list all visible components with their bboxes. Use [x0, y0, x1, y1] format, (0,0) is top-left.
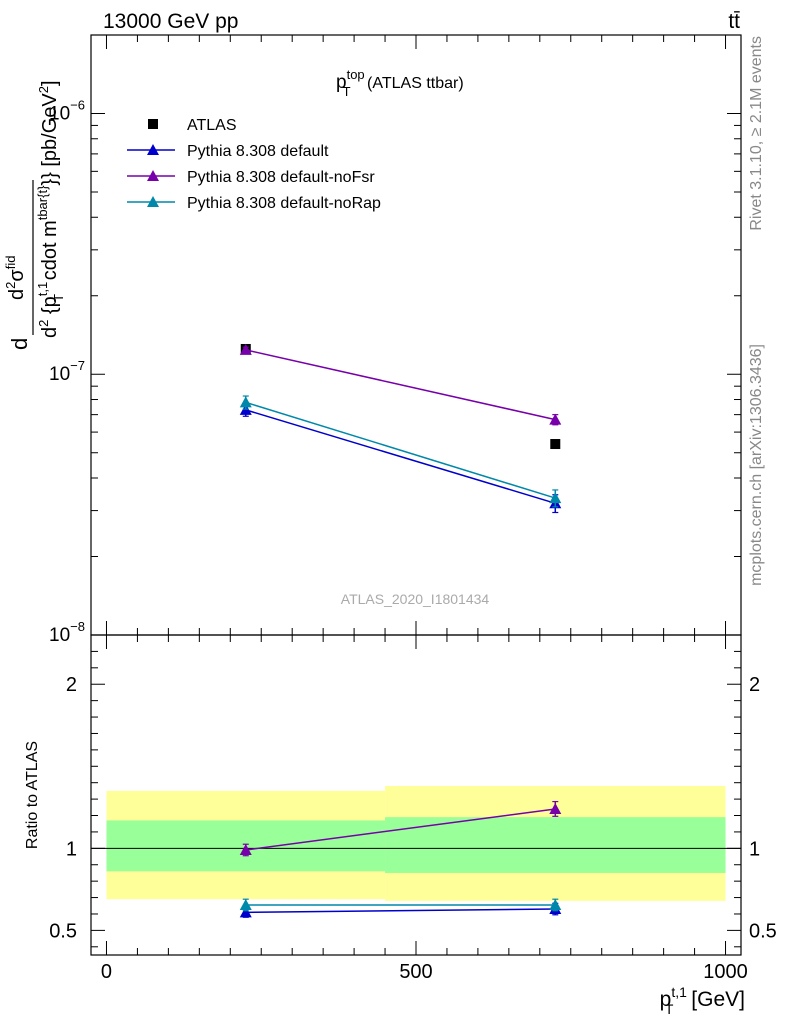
ratio-point	[549, 898, 562, 910]
legend-marker	[147, 170, 159, 181]
header-left-label: 13000 GeV pp	[103, 10, 238, 33]
series-line	[245, 401, 556, 499]
ratio-y-tick-label: 2	[66, 674, 77, 696]
ratio-series-pythia-8-308-default-norap	[239, 898, 562, 912]
uncertainty-band-inner	[385, 817, 726, 873]
svg-text:d2 {pt,1T cdot mtbar{t}}} [pb/: d2 {pt,1T cdot mtbar{t}}} [pb/GeV2]	[35, 80, 66, 338]
ratio-axes	[91, 635, 741, 955]
ratio-line	[245, 908, 556, 914]
main-y-axis-label: d d2σfid d2 {pt,1T cdot mtbar{t}}} [pb/G…	[3, 80, 66, 350]
analysis-watermark: ATLAS_2020_I1801434	[341, 591, 490, 607]
series-pythia-8-308-default-nofsr	[239, 343, 562, 426]
legend-marker	[147, 196, 159, 207]
y-tick-label: 10−7	[49, 358, 85, 385]
data-point	[549, 492, 562, 504]
data-point	[239, 396, 252, 408]
x-tick-label: 500	[399, 961, 432, 983]
ratio-point	[239, 843, 252, 855]
legend-item: Pythia 8.308 default-noRap	[127, 195, 381, 212]
x-tick-label: 0	[101, 961, 112, 983]
legend-item: Pythia 8.308 default-noFsr	[127, 169, 375, 186]
main-y-axis	[91, 34, 741, 636]
ratio-point	[239, 906, 252, 918]
ratio-y-tick-label-right: 0.5	[749, 920, 777, 942]
plot-title: ptop T (ATLAS ttbar)	[336, 67, 464, 99]
legend: ATLAS Pythia 8.308 default Pythia 8.308 de…	[127, 117, 381, 212]
ratio-y-tick-label-right: 2	[749, 674, 760, 696]
series-pythia-8-308-default-norap	[239, 395, 562, 508]
x-tick-label: 1000	[703, 961, 748, 983]
legend-label: Pythia 8.308 default-noRap	[187, 195, 381, 212]
ratio-y-tick-labels: 0.5 0.5 1 1 2 2	[49, 674, 777, 942]
ratio-y-tick-label-right: 1	[749, 838, 760, 860]
series-line	[245, 409, 556, 504]
main-y-tick-labels: 10−8 10−7 10−6	[49, 97, 85, 646]
legend-label: Pythia 8.308 default-noFsr	[187, 169, 375, 186]
legend-item: ATLAS	[148, 117, 237, 134]
legend-item: Pythia 8.308 default	[127, 143, 329, 160]
data-point	[239, 343, 252, 355]
y-tick-label: 10−8	[49, 619, 85, 646]
legend-marker	[147, 144, 159, 155]
ratio-y-tick-label: 0.5	[49, 920, 77, 942]
ratio-bands	[106, 785, 726, 901]
ratio-series-pythia-8-308-default-nofsr	[239, 800, 562, 857]
y-tick-label: 10−6	[49, 97, 85, 124]
header-right-label: tt̄	[728, 10, 740, 33]
x-axis-label: pt,1 T [GeV]	[660, 984, 745, 1017]
ratio-point	[549, 802, 562, 814]
legend-label: Pythia 8.308 default	[187, 143, 329, 160]
ratio-y-tick-label: 1	[66, 838, 77, 860]
data-point	[550, 439, 561, 450]
svg-text:d: d	[7, 338, 32, 350]
series-line	[245, 349, 556, 421]
ratio-y-axis-label: Ratio to ATLAS	[24, 741, 41, 849]
data-point	[549, 413, 562, 425]
ratio-point	[239, 898, 252, 910]
rivet-version-label: Rivet 3.1.10, ≥ 2.1M events	[748, 36, 765, 231]
svg-text:d2σfid: d2σfid	[3, 256, 28, 300]
series-pythia-8-308-default	[239, 403, 562, 514]
legend-label: ATLAS	[187, 117, 237, 134]
legend-marker	[148, 119, 158, 129]
x-tick-labels: 0 500 1000	[101, 961, 748, 983]
ratio-line	[245, 808, 556, 851]
mcplots-label: mcplots.cern.ch [arXiv:1306.3436]	[748, 344, 765, 586]
